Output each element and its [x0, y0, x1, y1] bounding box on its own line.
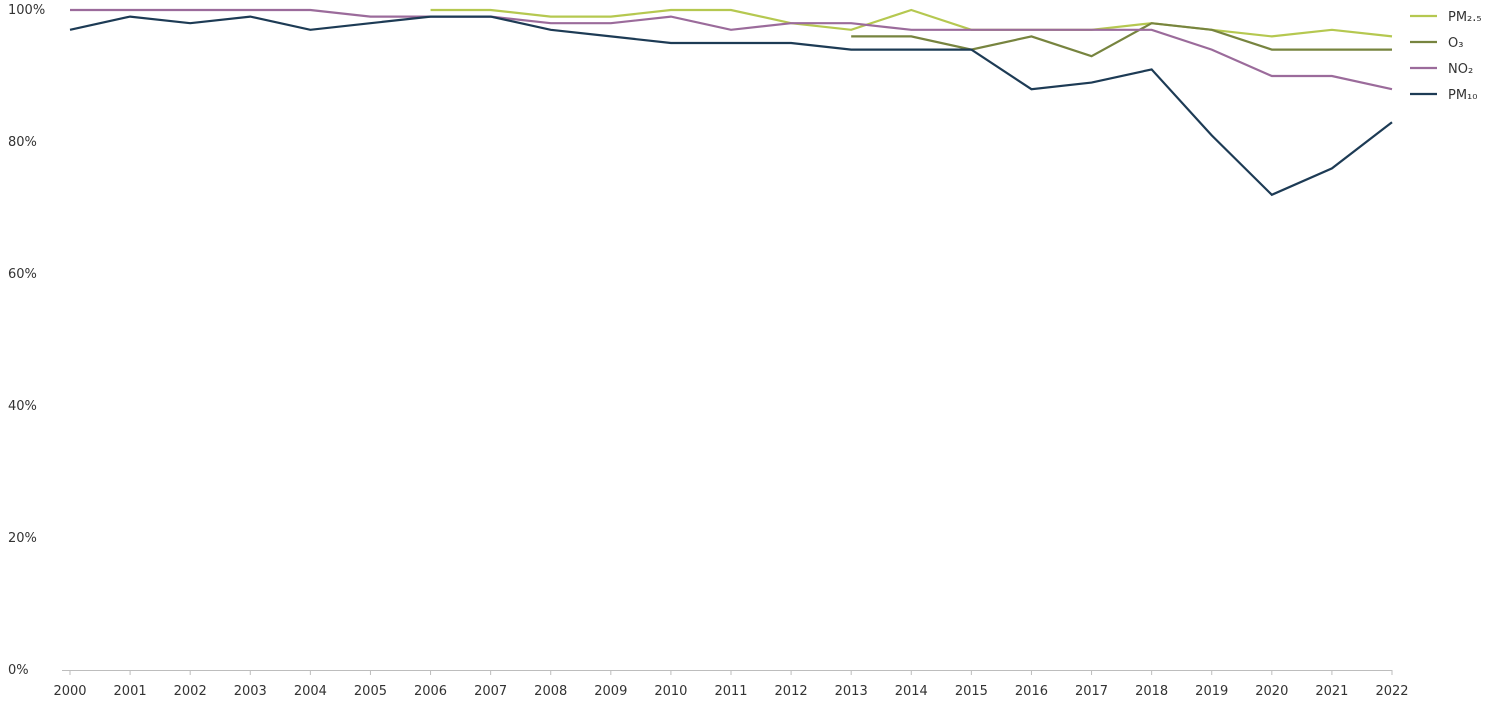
series-lines — [69, 8, 1393, 197]
x-tick-label: 2001 — [114, 684, 147, 699]
x-tick-label: 2019 — [1195, 684, 1228, 699]
legend-label: PM₁₀ — [1448, 88, 1477, 103]
series-line-1 — [851, 22, 1392, 58]
x-tick-label: 2007 — [474, 684, 507, 699]
y-axis-tick-labels: 0% 20% 40% 60% 80% 100% — [8, 3, 45, 678]
x-tick-label: 2020 — [1255, 684, 1288, 699]
y-tick-label: 40% — [8, 399, 37, 414]
x-tick-label: 2008 — [534, 684, 567, 699]
x-tick-label: 2013 — [835, 684, 868, 699]
x-tick-label: 2014 — [895, 684, 928, 699]
x-tick-label: 2018 — [1135, 684, 1168, 699]
x-tick-label: 2017 — [1075, 684, 1108, 699]
x-tick-label: 2010 — [654, 684, 687, 699]
x-tick-label: 2003 — [234, 684, 267, 699]
legend-label: PM₂.₅ — [1448, 10, 1482, 25]
y-tick-label: 0% — [8, 663, 29, 678]
series-line-0 — [430, 8, 1393, 38]
x-tick-label: 2021 — [1315, 684, 1348, 699]
x-tick-label: 2012 — [775, 684, 808, 699]
legend-label: NO₂ — [1448, 62, 1473, 77]
x-tick-label: 2015 — [955, 684, 988, 699]
y-tick-label: 100% — [8, 3, 45, 18]
x-tick-label: 2000 — [53, 684, 86, 699]
legend: PM₂.₅ O₃ NO₂ PM₁₀ — [1410, 10, 1482, 103]
x-axis: 2000 2001 2002 2003 2004 2005 2006 2007 2008 2009… — [53, 670, 1409, 699]
x-tick-label: 2006 — [414, 684, 447, 699]
x-tick-label: 2004 — [294, 684, 327, 699]
y-tick-label: 80% — [8, 135, 37, 150]
y-tick-label: 60% — [8, 267, 37, 282]
x-tick-label: 2009 — [594, 684, 627, 699]
x-tick-label: 2016 — [1015, 684, 1048, 699]
series-line-3 — [69, 15, 1393, 197]
series-line-2 — [70, 8, 1393, 91]
x-tick-label: 2002 — [174, 684, 207, 699]
legend-label: O₃ — [1448, 36, 1463, 51]
x-tick-label: 2011 — [714, 684, 747, 699]
x-tick-label: 2022 — [1375, 684, 1408, 699]
y-tick-label: 20% — [8, 531, 37, 546]
x-tick-label: 2005 — [354, 684, 387, 699]
